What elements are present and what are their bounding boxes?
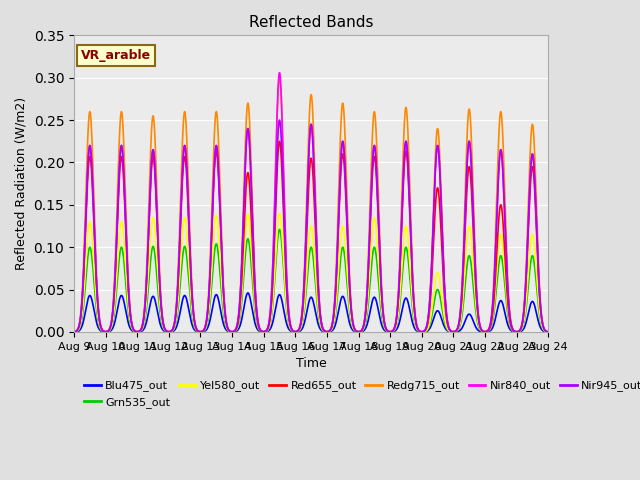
Grn535_out: [252, 313, 259, 319]
Nir945_out: [70, 329, 78, 335]
Nir945_out: [519, 315, 527, 321]
Yel580_out: [499, 238, 506, 243]
Nir840_out: [276, 70, 284, 75]
Grn535_out: [70, 329, 78, 335]
Grn535_out: [519, 323, 527, 329]
Line: Redg715_out: Redg715_out: [74, 78, 548, 332]
Yel580_out: [545, 329, 552, 335]
Red655_out: [367, 207, 374, 213]
Nir945_out: [252, 294, 259, 300]
Nir945_out: [367, 200, 374, 205]
Nir945_out: [499, 158, 506, 164]
Nir840_out: [499, 158, 506, 164]
Nir840_out: [70, 329, 78, 335]
Redg715_out: [499, 122, 506, 128]
Line: Yel580_out: Yel580_out: [74, 213, 548, 332]
Redg715_out: [70, 329, 78, 335]
Blu475_out: [545, 329, 552, 335]
Yel580_out: [70, 329, 78, 335]
Yel580_out: [519, 322, 527, 327]
Grn535_out: [367, 270, 374, 276]
Red655_out: [499, 210, 506, 216]
Y-axis label: Reflected Radiation (W/m2): Reflected Radiation (W/m2): [15, 97, 28, 270]
Grn535_out: [276, 227, 284, 232]
Line: Blu475_out: Blu475_out: [74, 293, 548, 332]
Yel580_out: [127, 321, 134, 326]
Red655_out: [70, 329, 78, 335]
Nir945_out: [127, 314, 134, 320]
Grn535_out: [500, 278, 508, 284]
Blu475_out: [500, 308, 508, 314]
Grn535_out: [127, 323, 134, 328]
Red655_out: [252, 302, 259, 308]
Redg715_out: [252, 290, 259, 296]
Blu475_out: [70, 329, 78, 335]
Red655_out: [500, 244, 508, 250]
Yel580_out: [367, 250, 374, 255]
Grn535_out: [545, 329, 552, 335]
Line: Nir840_out: Nir840_out: [74, 72, 548, 332]
Red655_out: [127, 315, 134, 321]
Blu475_out: [244, 290, 252, 296]
Yel580_out: [276, 210, 284, 216]
Nir840_out: [252, 294, 259, 300]
Red655_out: [519, 316, 527, 322]
Yel580_out: [500, 264, 508, 270]
Blu475_out: [127, 326, 134, 332]
Red655_out: [545, 329, 552, 335]
Yel580_out: [252, 309, 259, 315]
Nir840_out: [500, 207, 508, 213]
Nir840_out: [127, 314, 134, 320]
Text: VR_arable: VR_arable: [81, 49, 151, 62]
Grn535_out: [499, 257, 506, 263]
Nir840_out: [519, 315, 527, 321]
Nir945_out: [500, 207, 508, 213]
Blu475_out: [519, 327, 527, 333]
Redg715_out: [127, 312, 134, 318]
Redg715_out: [500, 181, 508, 187]
Blu475_out: [499, 300, 506, 305]
Nir945_out: [545, 329, 552, 335]
Red655_out: [276, 138, 284, 144]
Line: Nir945_out: Nir945_out: [74, 120, 548, 332]
Line: Grn535_out: Grn535_out: [74, 229, 548, 332]
Nir945_out: [276, 117, 284, 123]
Redg715_out: [276, 75, 284, 81]
Line: Red655_out: Red655_out: [74, 141, 548, 332]
Blu475_out: [252, 323, 260, 328]
Legend: Blu475_out, Grn535_out, Yel580_out, Red655_out, Redg715_out, Nir840_out, Nir945_: Blu475_out, Grn535_out, Yel580_out, Red6…: [79, 376, 640, 412]
Redg715_out: [545, 329, 552, 335]
X-axis label: Time: Time: [296, 357, 326, 370]
Nir840_out: [367, 200, 374, 205]
Title: Reflected Bands: Reflected Bands: [249, 15, 373, 30]
Nir840_out: [545, 329, 552, 335]
Redg715_out: [519, 313, 527, 319]
Redg715_out: [367, 176, 374, 182]
Blu475_out: [367, 305, 374, 311]
